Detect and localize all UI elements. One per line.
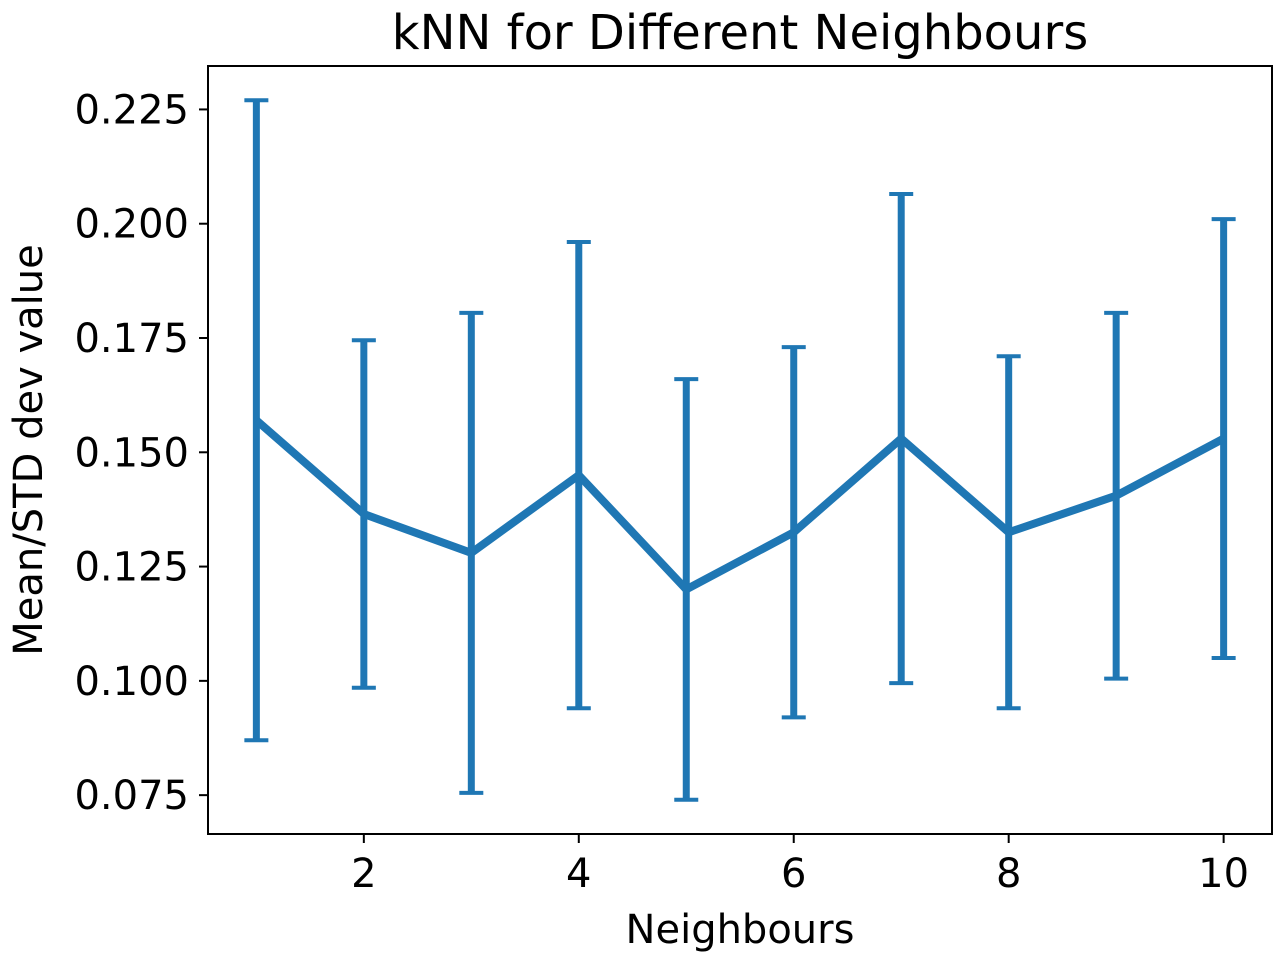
y-axis-label: Mean/STD dev value — [6, 244, 52, 655]
y-tick-label: 0.150 — [74, 430, 189, 476]
x-tick-label: 6 — [781, 851, 806, 897]
y-tick-label: 0.125 — [74, 545, 189, 591]
y-tick-label: 0.225 — [74, 87, 189, 133]
x-tick-label: 2 — [351, 851, 376, 897]
y-tick-label: 0.200 — [74, 202, 189, 248]
y-tick-label: 0.075 — [74, 773, 189, 819]
axes: 2 4 6 8 10 0.075 0.100 0.125 0.150 0.175 0.200 0.22… — [74, 65, 1273, 897]
x-tick-label: 8 — [996, 851, 1021, 897]
x-tick-label: 4 — [566, 851, 591, 897]
plot-frame — [207, 65, 1273, 835]
x-tick-label: 10 — [1198, 851, 1249, 897]
x-axis-label: Neighbours — [626, 907, 855, 953]
series-line — [253, 417, 1226, 595]
plot-marks — [244, 98, 1236, 802]
y-tick-label: 0.175 — [74, 316, 189, 362]
chart-title: kNN for Different Neighbours — [392, 5, 1088, 61]
y-tick-label: 0.100 — [74, 659, 189, 705]
